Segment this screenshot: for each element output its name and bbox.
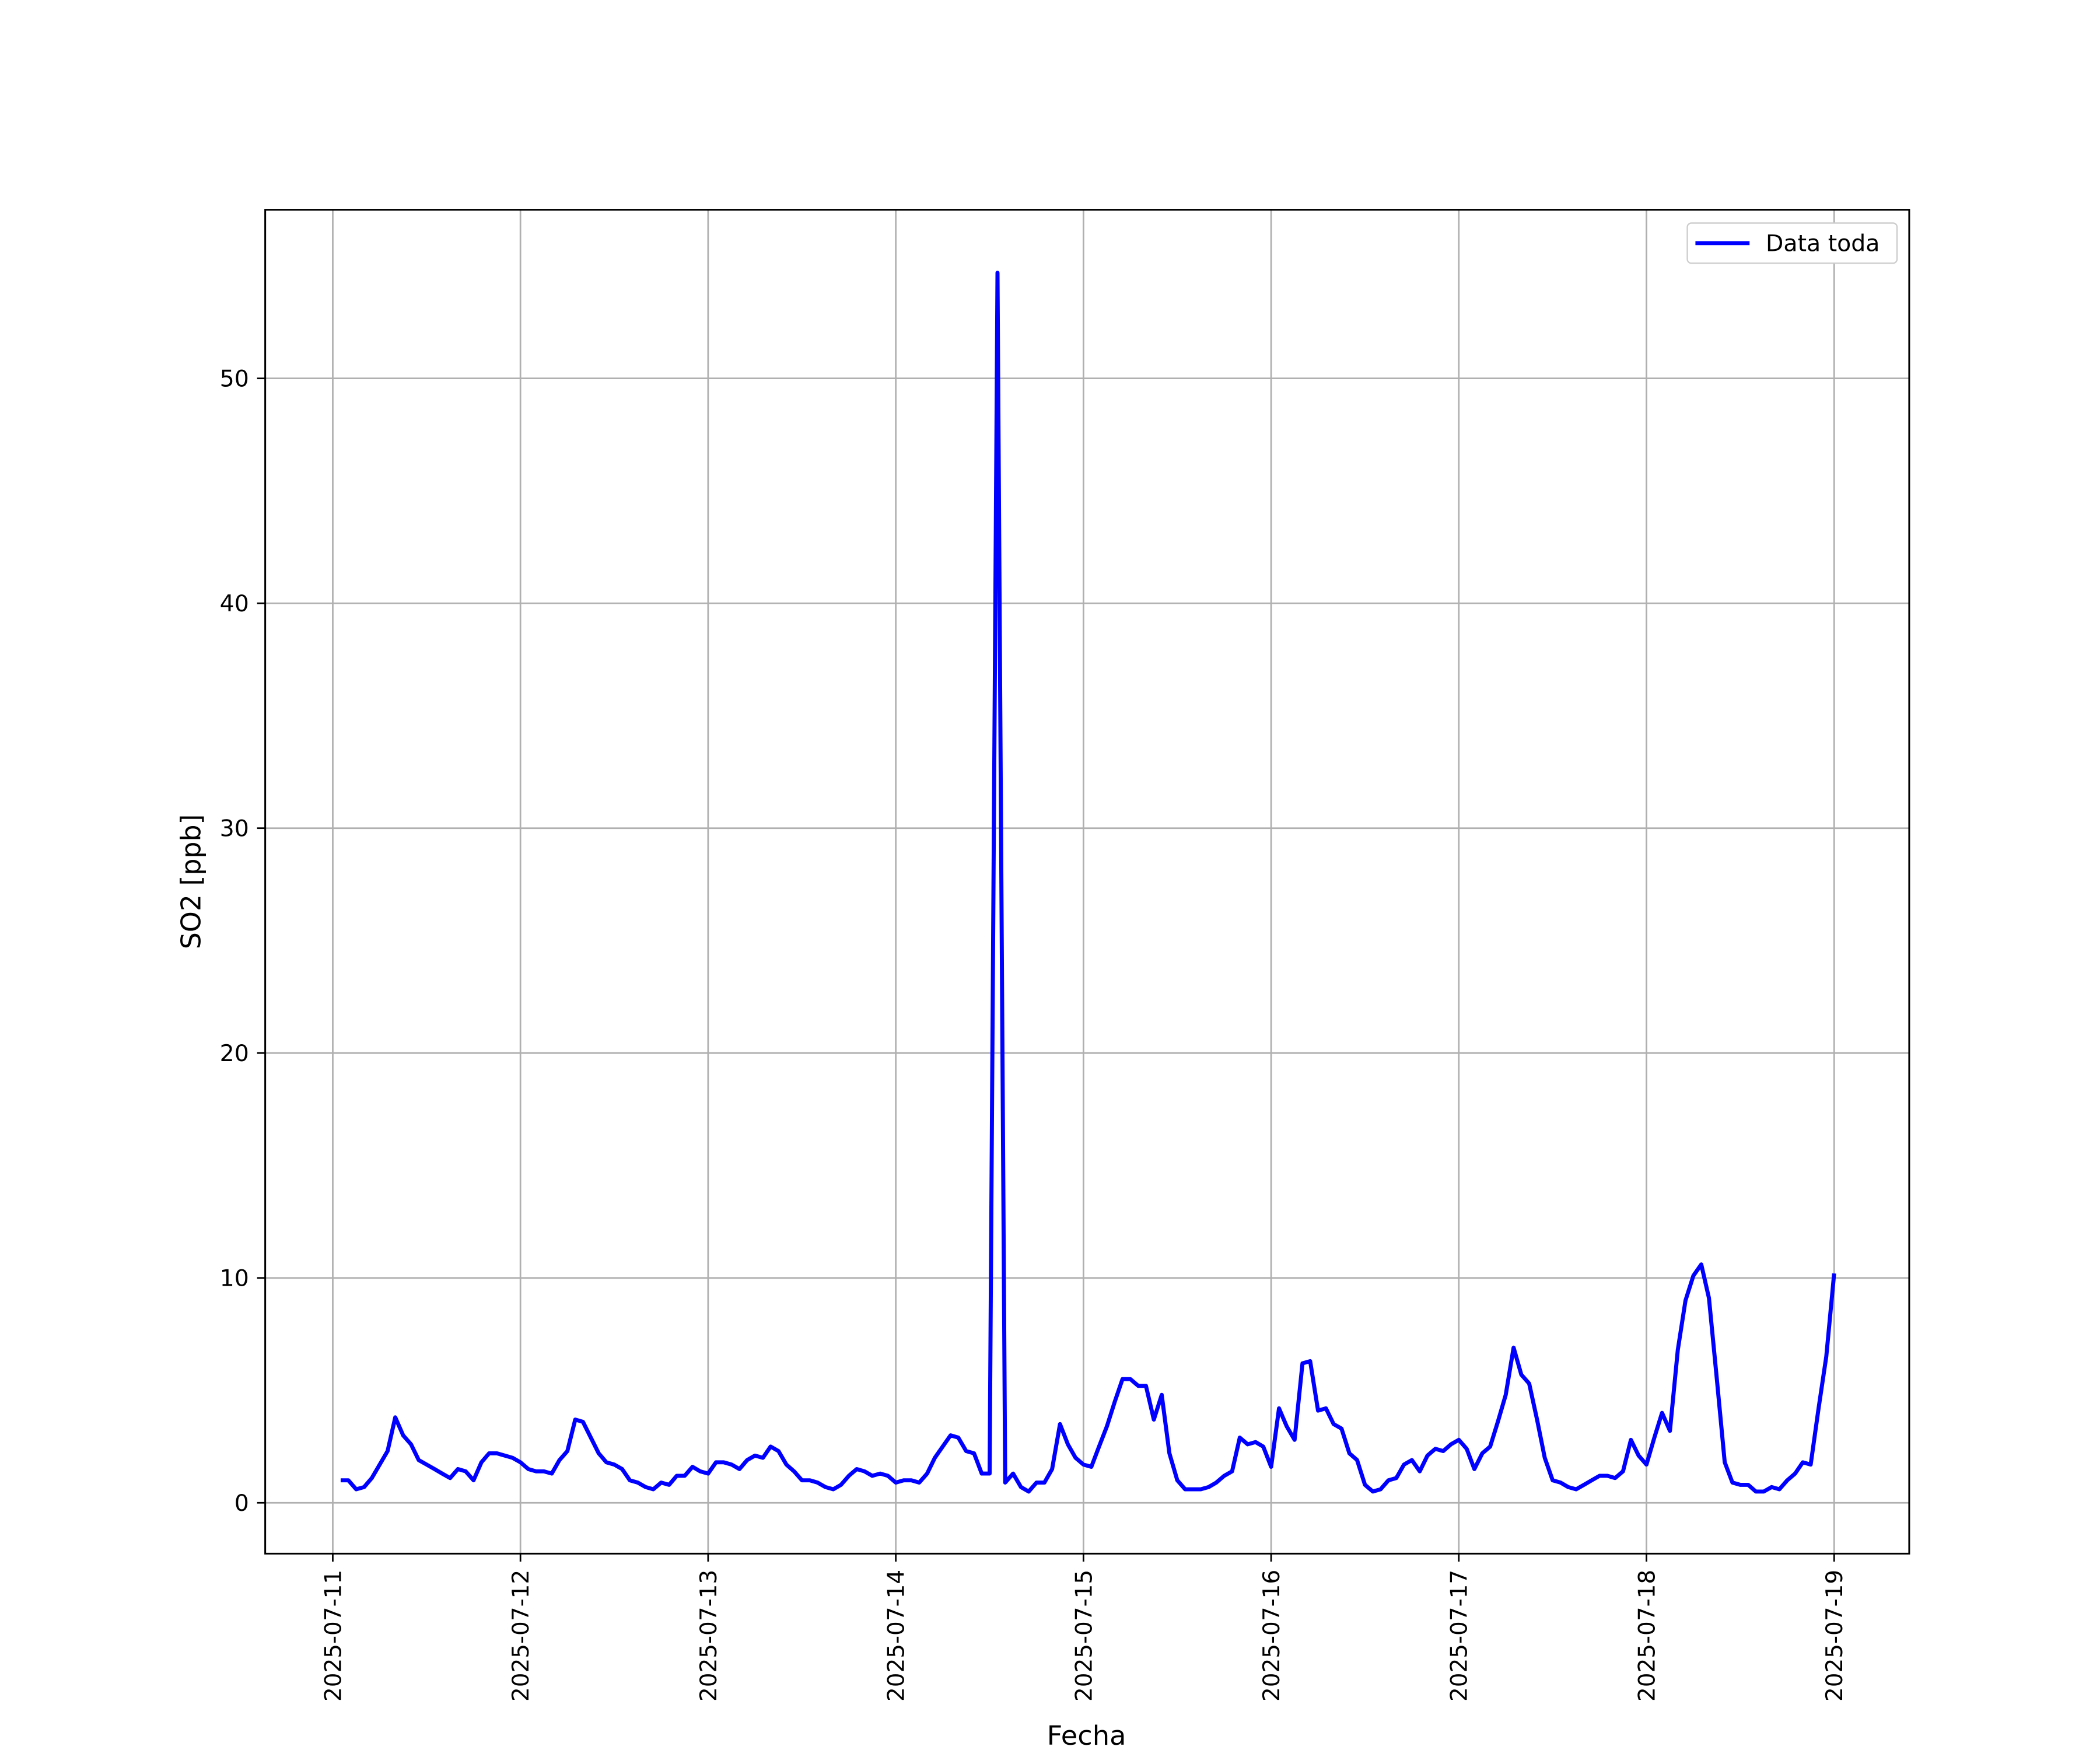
legend: Data toda xyxy=(1686,222,1898,264)
y-tick-label: 10 xyxy=(220,1266,249,1292)
x-tick-label: 2025-07-16 xyxy=(1259,1570,1285,1702)
y-tick-label: 40 xyxy=(220,591,249,617)
legend-label: Data toda xyxy=(1766,231,1880,257)
data-line xyxy=(340,271,1836,1494)
y-tick-label: 20 xyxy=(220,1041,249,1067)
x-tick-label: 2025-07-13 xyxy=(696,1570,722,1702)
y-axis-label: SO2 [ppb] xyxy=(175,814,206,950)
plot-layer xyxy=(340,271,1836,1494)
y-tick-label: 0 xyxy=(235,1490,249,1517)
axes-frame xyxy=(264,209,1910,1555)
legend-box xyxy=(1686,222,1898,264)
x-tick-label: 2025-07-15 xyxy=(1071,1570,1097,1702)
y-tick-label: 50 xyxy=(220,366,249,393)
x-axis-label: Fecha xyxy=(1047,1720,1126,1750)
x-tick-label: 2025-07-12 xyxy=(508,1570,534,1702)
y-tick-label: 30 xyxy=(220,816,249,842)
x-tick-label: 2025-07-19 xyxy=(1822,1570,1848,1702)
x-tick-label: 2025-07-14 xyxy=(883,1570,909,1702)
grid-layer xyxy=(265,209,1909,1554)
x-tick-label: 2025-07-18 xyxy=(1634,1570,1660,1702)
x-tick-label: 2025-07-11 xyxy=(320,1570,346,1702)
x-tick-label: 2025-07-17 xyxy=(1446,1570,1472,1702)
